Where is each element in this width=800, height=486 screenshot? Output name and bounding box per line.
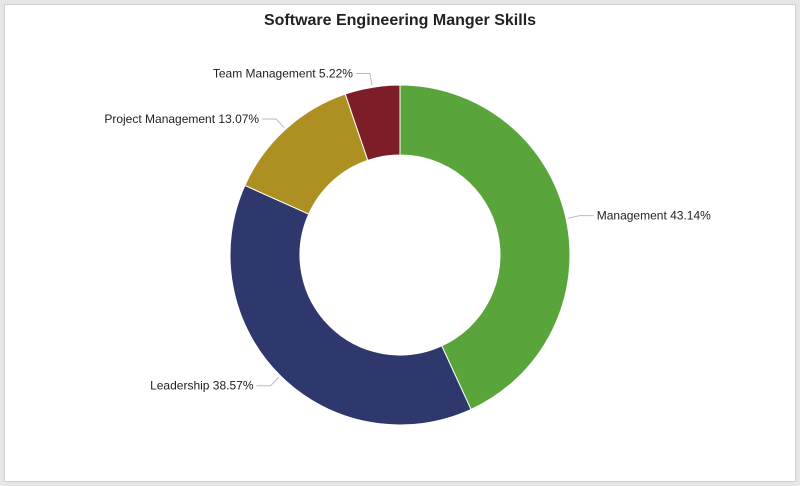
leader-line-1 (256, 376, 280, 387)
slice-label-1: Leadership 38.57% (150, 379, 254, 393)
slice-label-2: Project Management 13.07% (104, 112, 259, 126)
leader-line-0 (567, 215, 594, 219)
leader-line-2 (262, 118, 285, 129)
chart-title: Software Engineering Manger Skills (263, 12, 537, 29)
donut-slice-0[interactable] (399, 84, 571, 411)
slice-label-0: Management 43.14% (597, 209, 711, 223)
donut-slice-1[interactable] (229, 184, 472, 426)
leader-line-3 (355, 72, 373, 86)
donut-slice-3[interactable] (344, 84, 401, 161)
slice-label-3: Team Management 5.22% (213, 66, 353, 80)
